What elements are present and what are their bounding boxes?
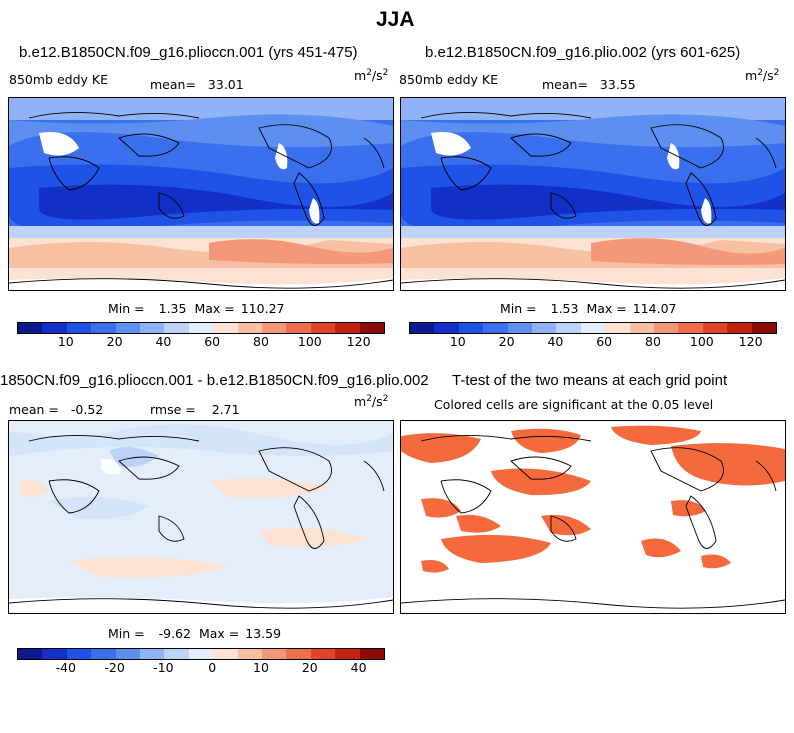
panel2-colorbar-swatch: [507, 323, 533, 333]
panel2-map: [400, 97, 786, 291]
panel1-colorbar-swatch: [164, 323, 189, 333]
panel2-colorbar-swatch: [556, 323, 581, 333]
panel2-colorbar-swatch: [605, 323, 630, 333]
panel2-colorbar: [409, 322, 777, 334]
panel2-colorbar-swatch: [532, 323, 557, 333]
panel4-subtitle: Colored cells are significant at the 0.0…: [434, 397, 714, 412]
panel3-colorbar-swatch: [18, 649, 43, 659]
panel2-colorbar-swatch: [458, 323, 484, 333]
panel2-colorbar-swatch: [654, 323, 679, 333]
panel2-colorbar-ticks: 10 20 40 60 80 100 120: [409, 334, 777, 350]
panel1-colorbar-tick-label: 10: [57, 334, 74, 349]
panel3-colorbar: [17, 648, 385, 660]
panel1-colorbar-tick-label: 80: [253, 334, 269, 349]
panel2-mean: mean= 33.55: [542, 77, 636, 92]
panel3-colorbar-swatch: [188, 649, 214, 659]
panel3-colorbar-swatch: [310, 649, 336, 659]
panel1-colorbar-swatch: [42, 323, 67, 333]
panel1-colorbar-swatch: [237, 323, 263, 333]
panel3-units: m2/s2: [354, 394, 389, 410]
panel2-colorbar-tick-label: 80: [645, 334, 661, 349]
panel2-colorbar-swatch: [751, 323, 777, 333]
panel1-mean: mean= 33.01: [150, 77, 244, 92]
panel3-colorbar-swatch: [286, 649, 311, 659]
panel3-colorbar-tick-label: 0: [208, 660, 217, 675]
panel2-colorbar-tick-label: 100: [689, 334, 714, 349]
panel3-title: 1850CN.f09_g16.plioccn.001 - b.e12.B1850…: [0, 372, 429, 389]
panel3-colorbar-swatch: [262, 649, 287, 659]
panel3-colorbar-swatch: [91, 649, 116, 659]
panel1-colorbar-swatch: [359, 323, 385, 333]
panel3-colorbar-tick-label: -40: [55, 660, 77, 675]
panel2-variable-label: 850mb eddy KE: [399, 72, 498, 87]
panel3-mean: mean = -0.52: [9, 402, 104, 417]
panel1-colorbar-ticks: 10 20 40 60 80 100 120: [17, 334, 385, 350]
panel2-units: m2/s2: [745, 68, 780, 84]
panel2-colorbar-swatch: [580, 323, 606, 333]
panel3-colorbar-tick-label: -20: [104, 660, 125, 675]
panel1-colorbar-swatch: [18, 323, 43, 333]
panel3-colorbar-swatch: [359, 649, 385, 659]
panel2-colorbar-swatch: [702, 323, 728, 333]
panel3-rmse: rmse = 2.71: [150, 402, 240, 417]
panel3-colorbar-swatch: [140, 649, 165, 659]
panel3-colorbar-swatch: [237, 649, 263, 659]
panel1-colorbar-swatch: [286, 323, 311, 333]
panel2-colorbar-swatch: [410, 323, 435, 333]
panel2-colorbar-tick-label: 10: [449, 334, 466, 349]
panel3-colorbar-swatch: [66, 649, 92, 659]
panel1-units: m2/s2: [354, 68, 389, 84]
panel1-colorbar-swatch: [188, 323, 214, 333]
panel4-title: T-test of the two means at each grid poi…: [452, 372, 728, 389]
panel1-variable-label: 850mb eddy KE: [9, 72, 108, 87]
page-title: JJA: [376, 8, 415, 31]
panel1-mean-value: 33.01: [207, 77, 244, 92]
panel2-colorbar-tick-label: 120: [738, 334, 763, 349]
panel3-colorbar-swatch: [42, 649, 67, 659]
panel3-minmax: Min = -9.62 Max = 13.59: [108, 626, 282, 641]
panel1-colorbar-tick-label: 120: [346, 334, 371, 349]
panel1-colorbar: [17, 322, 385, 334]
panel3-colorbar-ticks: -40 -20 -10 0 10 20 40: [17, 660, 385, 676]
panel1-colorbar-tick-label: 100: [297, 334, 322, 349]
panel1-colorbar-swatch: [262, 323, 287, 333]
panel3-colorbar-tick-label: 20: [301, 660, 318, 675]
panel2-title: b.e12.B1850CN.f09_g16.plio.002 (yrs 601-…: [425, 44, 741, 61]
panel1-title: b.e12.B1850CN.f09_g16.plioccn.001 (yrs 4…: [19, 44, 358, 61]
panel3-map: [8, 420, 394, 614]
panel2-minmax: Min = 1.53 Max = 114.07: [500, 301, 677, 316]
panel2-colorbar-swatch: [483, 323, 508, 333]
panel2-colorbar-swatch: [629, 323, 655, 333]
panel1-colorbar-swatch: [213, 323, 238, 333]
panel3-colorbar-swatch: [115, 649, 141, 659]
panel1-colorbar-tick-label: 60: [204, 334, 221, 349]
panel3-colorbar-swatch: [164, 649, 189, 659]
panel3-colorbar-tick-label: -10: [153, 660, 174, 675]
panel1-mean-label: mean=: [150, 77, 196, 92]
panel3-colorbar-swatch: [335, 649, 360, 659]
panel1-colorbar-swatch: [335, 323, 360, 333]
panel2-colorbar-tick-label: 40: [547, 334, 564, 349]
panel2-colorbar-swatch: [727, 323, 752, 333]
panel2-colorbar-swatch: [678, 323, 703, 333]
panel1-minmax: Min = 1.35 Max = 110.27: [108, 301, 285, 316]
panel1-colorbar-swatch: [140, 323, 165, 333]
panel3-colorbar-swatch: [213, 649, 238, 659]
panel1-colorbar-swatch: [115, 323, 141, 333]
panel3-colorbar-tick-label: 40: [350, 660, 367, 675]
panel1-map: [8, 97, 394, 291]
panel2-colorbar-tick-label: 20: [498, 334, 515, 349]
panel1-colorbar-tick-label: 20: [106, 334, 123, 349]
panel3-colorbar-tick-label: 10: [253, 660, 269, 675]
panel4-map: [400, 420, 786, 614]
panel2-colorbar-tick-label: 60: [596, 334, 613, 349]
panel1-colorbar-swatch: [310, 323, 336, 333]
panel2-colorbar-swatch: [434, 323, 459, 333]
panel1-colorbar-swatch: [91, 323, 116, 333]
panel1-colorbar-tick-label: 40: [155, 334, 172, 349]
panel1-colorbar-swatch: [66, 323, 92, 333]
